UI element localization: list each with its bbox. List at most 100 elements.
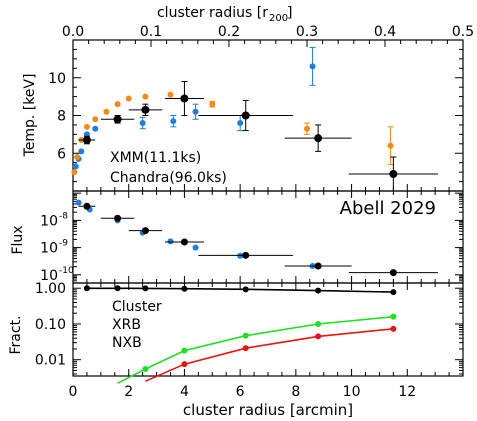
combined-flux-point xyxy=(314,262,322,270)
y-tick-label: 6 xyxy=(57,146,66,162)
top-tick-labels: 0.0 0.1 0.2 0.3 0.4 0.5 xyxy=(62,24,474,40)
xrb-line xyxy=(117,315,394,384)
y-tick-label: 10 xyxy=(48,71,66,87)
top-tick-label: 0.3 xyxy=(296,24,318,40)
top-tick-label: 0.0 xyxy=(62,24,84,40)
xmm-temp-point xyxy=(78,148,85,155)
cluster_fraction-point xyxy=(242,286,249,293)
combined-flux-point xyxy=(242,251,250,259)
combined-temp-point xyxy=(241,111,250,120)
combined-flux-point xyxy=(141,227,149,235)
combined-temp-point xyxy=(180,94,189,103)
xmm-flux-point xyxy=(75,199,82,206)
xmm-temp-point xyxy=(237,120,244,127)
bottom-tick-label: 10 xyxy=(343,384,361,400)
xrb-point xyxy=(142,365,149,372)
chandra-temp-point xyxy=(103,108,110,115)
chandra-temp-point xyxy=(387,142,394,149)
top-tick-label: 0.2 xyxy=(218,24,240,40)
cluster_fraction-point xyxy=(83,285,90,292)
nxb-point xyxy=(390,325,397,332)
top-axis-label: cluster radius [r xyxy=(157,5,268,21)
chandra-temp-point xyxy=(167,91,174,98)
combined-flux-point xyxy=(389,269,397,277)
y-tick-label: 0.10 xyxy=(35,317,66,333)
chandra-temp-point xyxy=(142,93,149,100)
cluster_fraction-line xyxy=(86,287,394,293)
combined-temp-point xyxy=(82,136,91,145)
bottom-tick-label: 12 xyxy=(398,384,416,400)
y-tick-label: 10 xyxy=(40,213,58,229)
fraction-ylabel: Fract. xyxy=(8,315,24,354)
annotation-abell: Abell 2029 xyxy=(340,198,436,219)
y-tick-label: 1.00 xyxy=(35,281,66,297)
bottom-axis-label: cluster radius [arcmin] xyxy=(183,401,353,419)
legend-nxb: NXB xyxy=(112,335,142,351)
legend-xmm: XMM(11.1ks) xyxy=(110,150,201,166)
cluster_fraction-point xyxy=(114,285,121,292)
xmm-temp-point xyxy=(309,63,316,70)
legend-cluster: Cluster xyxy=(112,299,162,315)
legend-chandra: Chandra(96.0ks) xyxy=(110,170,227,186)
nxb-point xyxy=(315,333,322,340)
y-tick-exponent: -9 xyxy=(59,239,68,249)
nxb-line xyxy=(145,328,394,382)
cluster_fraction-point xyxy=(181,285,188,292)
bottom-tick-label: 6 xyxy=(236,384,245,400)
fraction-panel: 1.00 0.10 0.01 Fract. Cluster XRB NXB xyxy=(8,281,464,384)
bottom-tick-labels: 0 2 4 6 8 10 12 xyxy=(69,384,417,400)
cluster_fraction-point xyxy=(315,287,322,294)
combined-temp-point xyxy=(389,170,398,179)
chandra-temp-point xyxy=(83,123,90,130)
xrb-point xyxy=(390,313,397,320)
xmm-flux-point xyxy=(167,238,174,245)
top-tick-label: 0.5 xyxy=(452,24,474,40)
y-tick-label: 10 xyxy=(40,241,58,257)
combined-flux-point xyxy=(180,238,188,246)
xrb-point xyxy=(242,332,249,339)
combined-flux-point xyxy=(114,214,122,222)
bottom-tick-label: 8 xyxy=(291,384,300,400)
top-axis-label-end: ] xyxy=(287,5,292,21)
chandra-temp-point xyxy=(114,101,121,108)
y-tick-label: 8 xyxy=(57,109,66,125)
combined-temp-point xyxy=(141,105,150,114)
chandra-temp-point xyxy=(92,116,99,123)
chandra-temp-point xyxy=(74,154,81,161)
xrb-point xyxy=(315,320,322,327)
xrb-point xyxy=(181,347,188,354)
combined-temp-point xyxy=(314,134,323,143)
nxb-point xyxy=(242,345,249,352)
bottom-tick-label: 4 xyxy=(180,384,189,400)
chandra-temp-point xyxy=(125,95,132,102)
y-tick-exponent: -10 xyxy=(59,266,74,276)
temperature-panel: 6 8 10 Temp. [keV] XMM(11.1ks) Chandra(96.… xyxy=(22,39,464,192)
y-tick-label: 10 xyxy=(40,268,58,284)
y-tick-label: 0.01 xyxy=(35,353,66,369)
cluster_fraction-point xyxy=(142,285,149,292)
legend-xrb: XRB xyxy=(112,317,141,333)
xmm-temp-point xyxy=(192,108,199,115)
top-tick-label: 0.1 xyxy=(140,24,162,40)
y-tick-exponent: -8 xyxy=(59,211,68,221)
xmm-flux-point xyxy=(192,244,199,251)
cluster_fraction-point xyxy=(390,289,397,296)
combined-flux-point xyxy=(83,202,91,210)
chandra-temp-point xyxy=(71,169,78,176)
chandra-temp-point xyxy=(304,125,310,132)
combined-temp-point xyxy=(113,115,122,124)
chandra-temp-point xyxy=(209,101,216,108)
xmm-temp-point xyxy=(72,163,79,170)
temperature-ylabel: Temp. [keV] xyxy=(22,74,38,158)
xmm-temp-point xyxy=(139,120,146,127)
top-tick-label: 0.4 xyxy=(374,24,396,40)
flux-panel: 10-810-910-10 Flux Abell 2029 xyxy=(10,190,464,284)
xmm-temp-point xyxy=(170,118,177,125)
top-axis-label-sub: 200 xyxy=(269,13,288,24)
flux-ylabel: Flux xyxy=(10,225,26,254)
xmm-temp-point xyxy=(92,125,99,132)
bottom-tick-label: 0 xyxy=(69,384,78,400)
bottom-tick-label: 2 xyxy=(124,384,133,400)
nxb-point xyxy=(181,361,188,368)
